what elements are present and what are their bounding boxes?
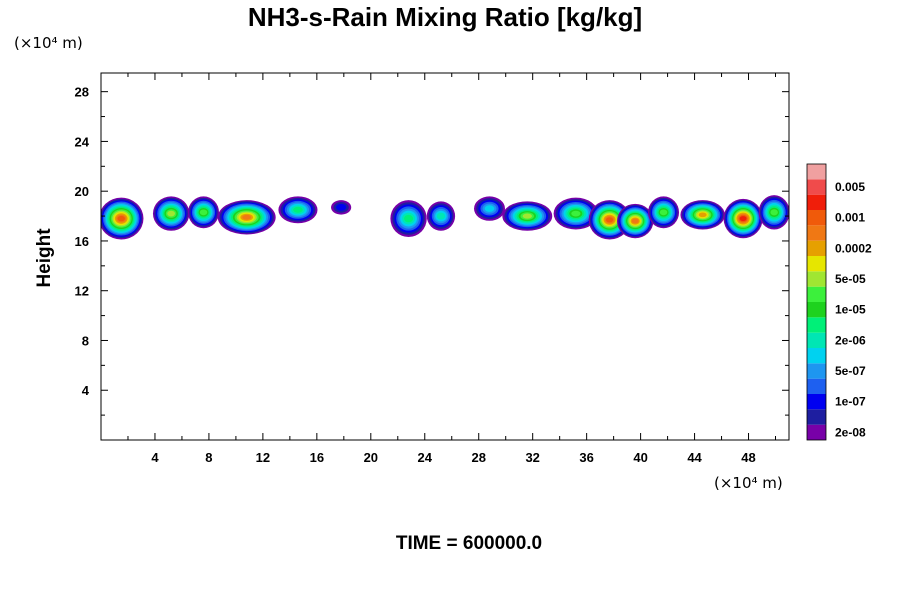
x-tick-label: 4: [151, 450, 159, 465]
colorbar-label: 5e-05: [835, 272, 866, 286]
contour-cell: [331, 200, 352, 215]
colorbar-swatch: [807, 256, 826, 272]
contour-cell: [553, 197, 599, 230]
contour-cell: [502, 201, 553, 231]
colorbar-label: 0.005: [835, 180, 865, 194]
colorbar-swatch: [807, 240, 826, 256]
colorbar-label: 2e-08: [835, 425, 866, 439]
contour-cell: [758, 195, 789, 230]
colorbar-swatch: [807, 194, 826, 210]
chart-title: NH3-s-Rain Mixing Ratio [kg/kg]: [248, 2, 642, 32]
x-axis-unit: (×10⁴ m): [714, 474, 783, 492]
y-tick-label: 8: [82, 333, 89, 348]
contour-level-6: [436, 212, 446, 220]
contour-level-5: [484, 205, 495, 212]
contour-level-15: [739, 216, 747, 222]
colorbar-frame: [806, 163, 827, 441]
plot-area: [101, 73, 789, 440]
y-axis-unit: (×10⁴ m): [14, 34, 83, 52]
colorbar-swatch: [807, 164, 826, 180]
colorbar-label: 0.0002: [835, 241, 872, 255]
colorbar-swatch: [807, 424, 826, 440]
x-tick-label: 16: [310, 450, 324, 465]
contour-level-2: [335, 203, 347, 211]
contour-level-7: [404, 214, 414, 223]
colorbar-swatch: [807, 394, 826, 410]
time-label: TIME = 600000.0: [396, 533, 542, 554]
contour-cell: [648, 196, 680, 229]
colorbar-swatch: [807, 271, 826, 287]
colorbar-swatch: [807, 179, 826, 195]
contour-cell: [474, 196, 506, 221]
colorbar-swatch: [807, 302, 826, 318]
contour-cell: [188, 196, 220, 229]
colorbar-swatch: [807, 225, 826, 241]
y-tick-label: 4: [82, 383, 90, 398]
colorbar: 2e-08 1e-07 5e-07 2e-06 1e-05 5e-05 0.0002 0.00…: [806, 163, 872, 441]
x-tick-label: 8: [205, 450, 212, 465]
y-tick-label: 24: [75, 134, 90, 149]
colorbar-swatch: [807, 409, 826, 425]
x-tick-label: 32: [525, 450, 539, 465]
contour-level-14: [605, 217, 614, 223]
plot-background: [101, 73, 789, 440]
contour-cell: [101, 197, 144, 240]
x-tick-label: 48: [741, 450, 755, 465]
contour-cell: [217, 200, 276, 235]
colorbar-label: 5e-07: [835, 364, 866, 378]
y-tick-label: 20: [75, 184, 89, 199]
colorbar-swatch: [807, 286, 826, 302]
contour-cell: [278, 196, 318, 224]
x-tick-label: 12: [256, 450, 270, 465]
contour-cell: [426, 201, 456, 231]
y-tick-label: 28: [75, 85, 89, 100]
x-tick-label: 40: [633, 450, 647, 465]
colorbar-label: 1e-07: [835, 395, 866, 409]
x-tick-label: 44: [687, 450, 702, 465]
contour-level-10: [167, 210, 176, 217]
contour-level-7: [293, 206, 303, 213]
contour-cell: [617, 203, 654, 239]
colorbar-label: 2e-06: [835, 333, 866, 347]
colorbar-swatch: [807, 210, 826, 226]
x-tick-label: 36: [579, 450, 593, 465]
contour-level-9: [770, 209, 778, 216]
colorbar-swatch: [807, 363, 826, 379]
colorbar-swatch: [807, 317, 826, 333]
contour-field: [101, 195, 789, 240]
contour-level-13: [242, 214, 252, 220]
contour-level-9: [199, 209, 208, 216]
y-tick-label: 16: [75, 234, 89, 249]
plot-frame: [100, 72, 790, 441]
contour-level-9: [571, 210, 581, 217]
contour-cell: [390, 200, 427, 237]
colorbar-swatch: [807, 332, 826, 348]
x-tick-label: 24: [418, 450, 433, 465]
colorbar-label: 0.001: [835, 211, 865, 225]
contour-level-13: [631, 218, 639, 224]
colorbar-label: 1e-05: [835, 303, 866, 317]
contour-level-10: [522, 213, 532, 219]
x-tick-label: 28: [471, 450, 485, 465]
x-tick-label: 20: [364, 450, 378, 465]
y-tick-label: 12: [75, 284, 89, 299]
contour-level-12: [698, 212, 707, 218]
contour-cell: [152, 196, 190, 231]
colorbar-swatch: [807, 378, 826, 394]
contour-cell: [723, 198, 763, 239]
colorbar-swatch: [807, 348, 826, 364]
contour-level-9: [659, 209, 668, 216]
contour-level-14: [117, 215, 125, 222]
contour-cell: [680, 200, 725, 230]
y-axis-label: Height: [34, 228, 55, 288]
